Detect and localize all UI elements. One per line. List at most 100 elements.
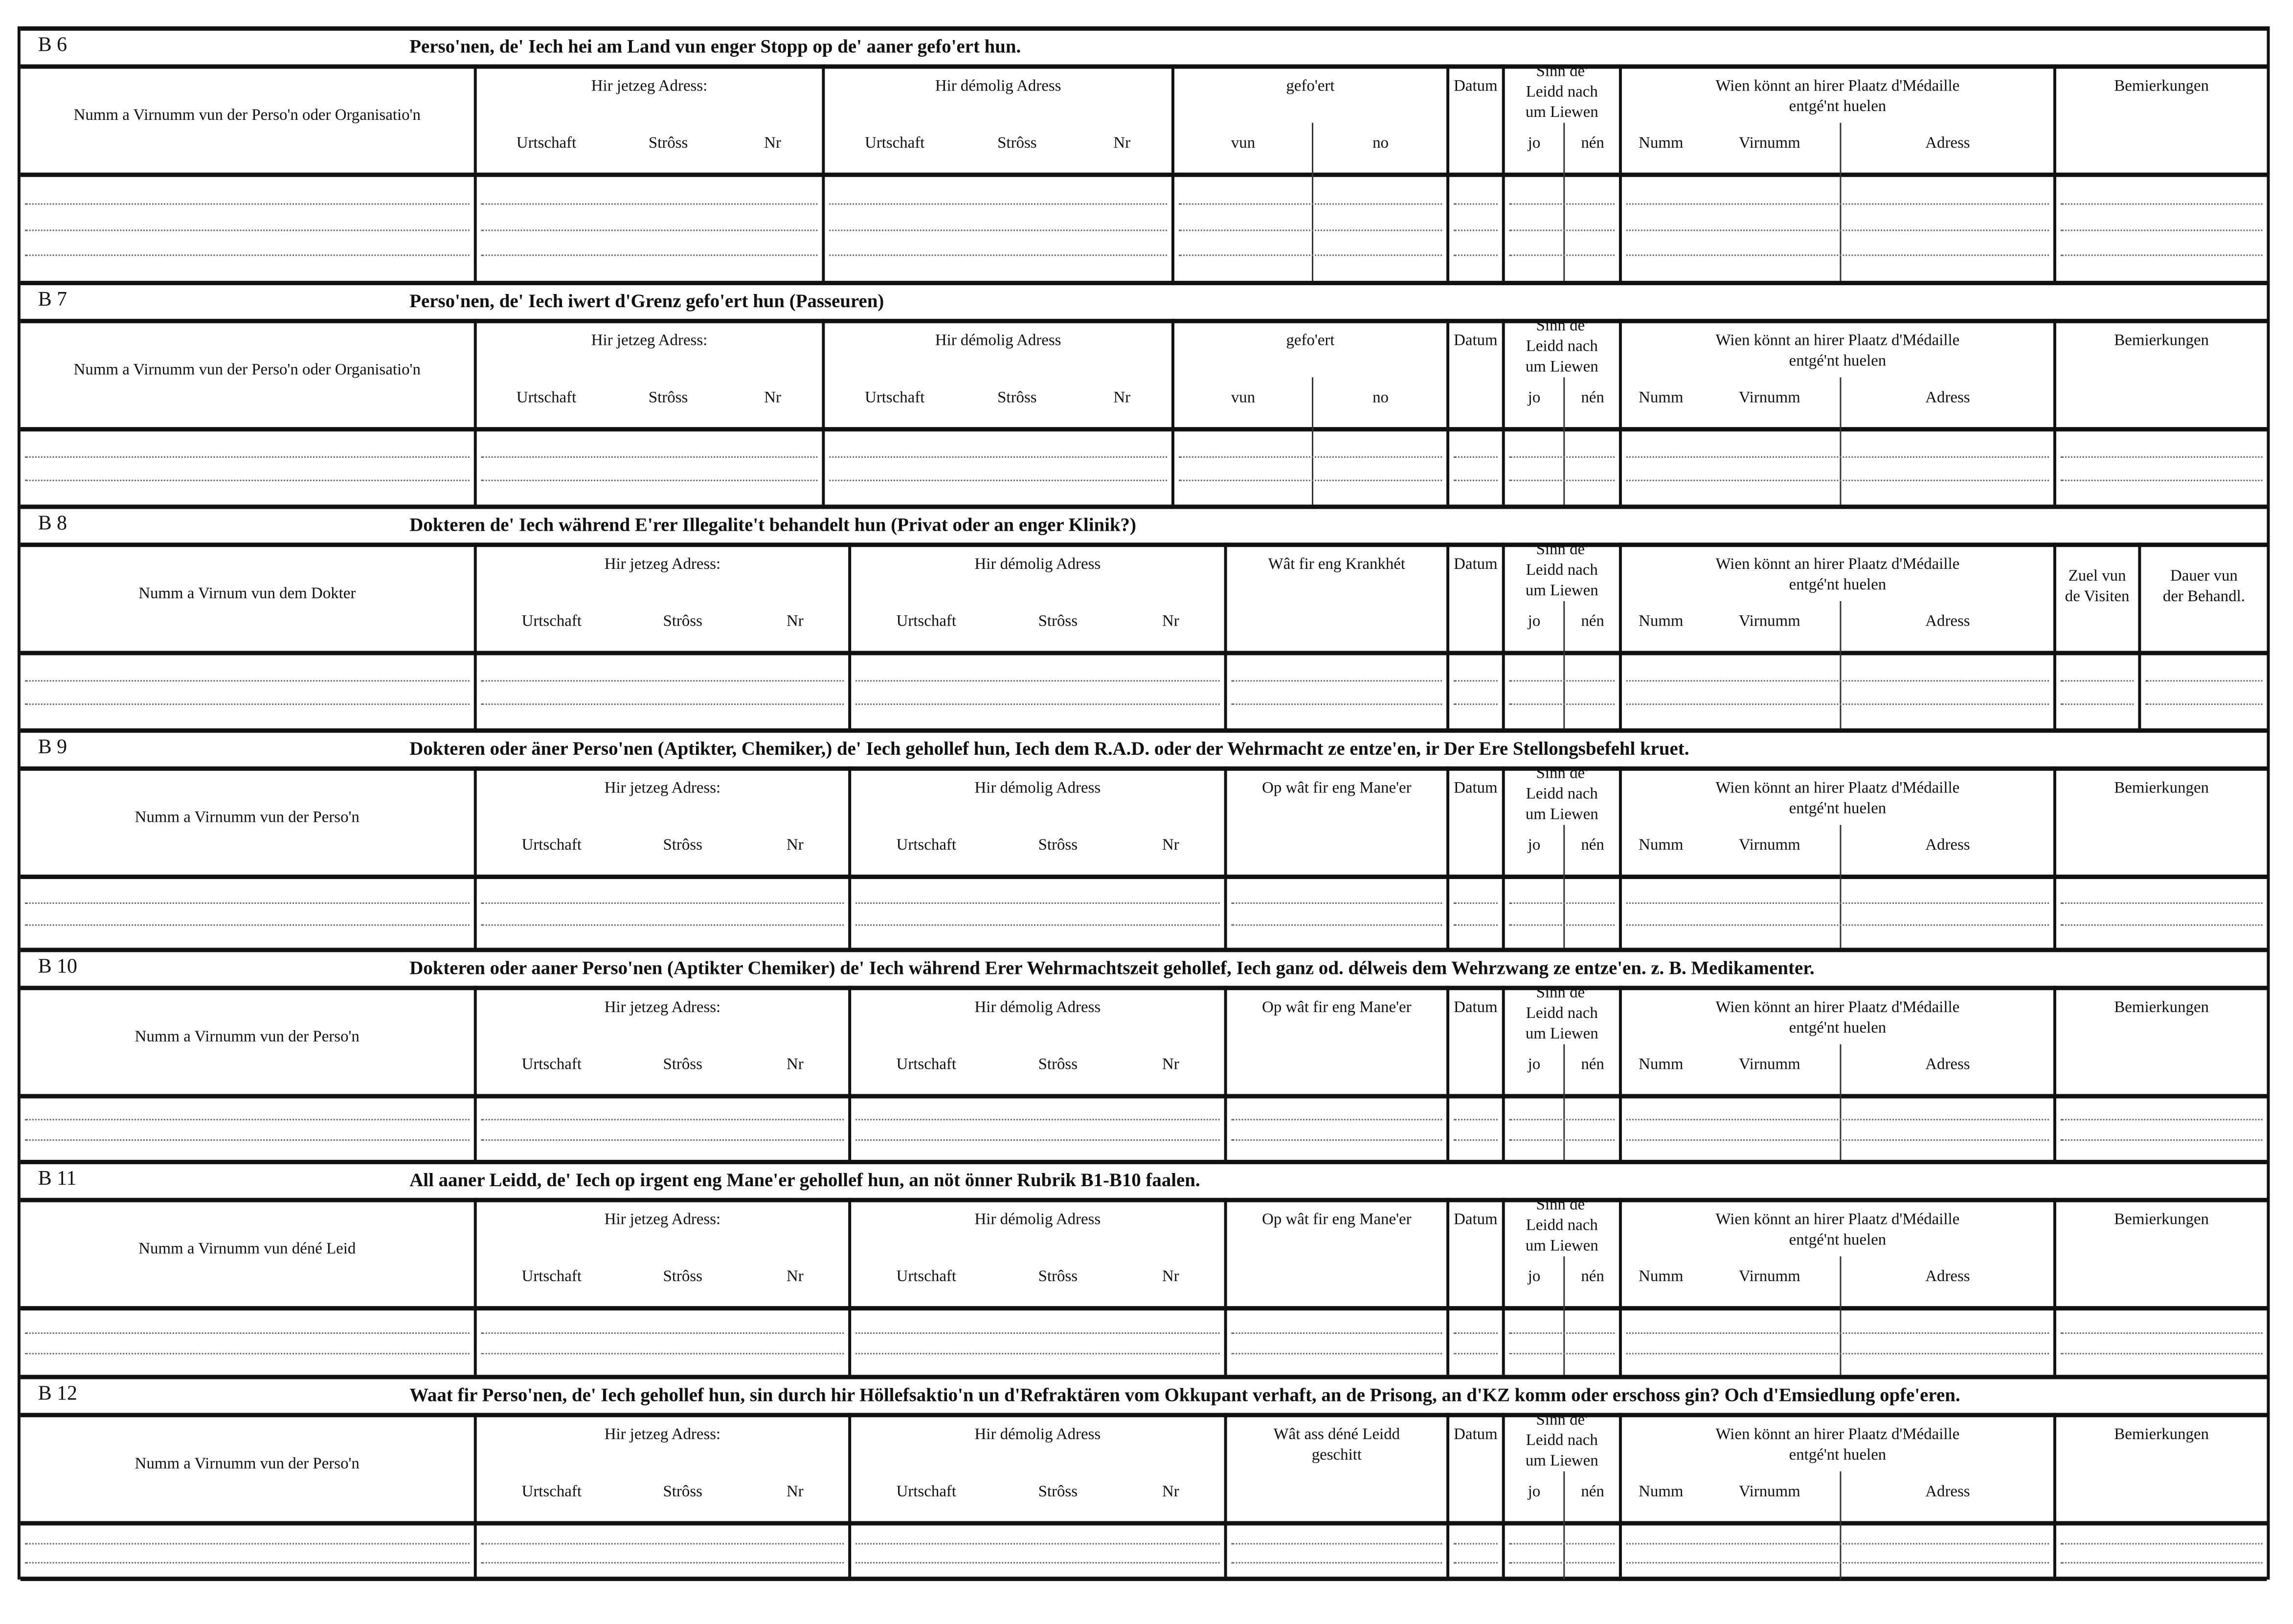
entry-line[interactable]	[1626, 679, 2049, 681]
entry-line[interactable]	[1231, 704, 1442, 706]
entry-line[interactable]	[24, 1331, 470, 1333]
entry-line[interactable]	[481, 1139, 844, 1141]
entry-line[interactable]	[855, 925, 1220, 926]
entry-line[interactable]	[2060, 1561, 2263, 1563]
entry-line[interactable]	[481, 203, 818, 204]
entry-line[interactable]	[1626, 455, 2049, 457]
entry-line[interactable]	[829, 255, 1168, 256]
entry-line[interactable]	[24, 228, 470, 230]
entry-line[interactable]	[1454, 228, 1498, 230]
entry-line[interactable]	[855, 1561, 1220, 1563]
entry-line[interactable]	[1509, 255, 1615, 256]
entry-line[interactable]	[1178, 203, 1442, 204]
entry-line[interactable]	[1509, 455, 1615, 457]
entry-line[interactable]	[1509, 1561, 1615, 1563]
entry-line[interactable]	[1231, 1139, 1442, 1141]
entry-line[interactable]	[855, 704, 1220, 706]
entry-line[interactable]	[1454, 704, 1498, 706]
entry-line[interactable]	[1231, 925, 1442, 926]
entry-line[interactable]	[1509, 925, 1615, 926]
entry-line[interactable]	[2060, 1353, 2263, 1355]
entry-line[interactable]	[24, 480, 470, 482]
entry-line[interactable]	[1231, 1119, 1442, 1121]
entry-line[interactable]	[1454, 1353, 1498, 1355]
entry-line[interactable]	[2060, 1139, 2263, 1141]
entry-line[interactable]	[1626, 1543, 2049, 1545]
entry-line[interactable]	[481, 480, 818, 482]
entry-line[interactable]	[1509, 203, 1615, 204]
entry-line[interactable]	[481, 925, 844, 926]
entry-line[interactable]	[1509, 480, 1615, 482]
entry-line[interactable]	[1509, 1543, 1615, 1545]
entry-line[interactable]	[2060, 255, 2263, 256]
entry-line[interactable]	[1454, 679, 1498, 681]
entry-line[interactable]	[2145, 704, 2263, 706]
entry-line[interactable]	[1454, 925, 1498, 926]
entry-line[interactable]	[24, 1353, 470, 1355]
entry-line[interactable]	[1509, 1139, 1615, 1141]
entry-line[interactable]	[1626, 228, 2049, 230]
entry-line[interactable]	[1626, 902, 2049, 903]
entry-line[interactable]	[829, 228, 1168, 230]
entry-line[interactable]	[1178, 480, 1442, 482]
entry-line[interactable]	[1178, 255, 1442, 256]
entry-line[interactable]	[1626, 1139, 2049, 1141]
entry-line[interactable]	[1509, 1353, 1615, 1355]
entry-line[interactable]	[24, 1561, 470, 1563]
entry-line[interactable]	[1626, 480, 2049, 482]
entry-line[interactable]	[24, 1119, 470, 1121]
entry-line[interactable]	[24, 925, 470, 926]
entry-line[interactable]	[829, 455, 1168, 457]
entry-line[interactable]	[481, 1561, 844, 1563]
entry-line[interactable]	[2060, 902, 2263, 903]
entry-line[interactable]	[1178, 228, 1442, 230]
entry-line[interactable]	[24, 255, 470, 256]
entry-line[interactable]	[829, 203, 1168, 204]
entry-line[interactable]	[855, 679, 1220, 681]
entry-line[interactable]	[1626, 1353, 2049, 1355]
entry-line[interactable]	[1454, 255, 1498, 256]
entry-line[interactable]	[1509, 228, 1615, 230]
entry-line[interactable]	[1509, 704, 1615, 706]
entry-line[interactable]	[1231, 1543, 1442, 1545]
entry-line[interactable]	[481, 704, 844, 706]
entry-line[interactable]	[1509, 1119, 1615, 1121]
entry-line[interactable]	[2060, 925, 2263, 926]
entry-line[interactable]	[1454, 1139, 1498, 1141]
entry-line[interactable]	[481, 255, 818, 256]
entry-line[interactable]	[2060, 203, 2263, 204]
entry-line[interactable]	[2060, 704, 2134, 706]
entry-line[interactable]	[1454, 455, 1498, 457]
entry-line[interactable]	[24, 1543, 470, 1545]
entry-line[interactable]	[855, 1353, 1220, 1355]
entry-line[interactable]	[2060, 455, 2263, 457]
entry-line[interactable]	[1509, 679, 1615, 681]
entry-line[interactable]	[1454, 1331, 1498, 1333]
entry-line[interactable]	[1231, 1331, 1442, 1333]
entry-line[interactable]	[855, 1119, 1220, 1121]
entry-line[interactable]	[1454, 902, 1498, 903]
entry-line[interactable]	[24, 902, 470, 903]
entry-line[interactable]	[1626, 1331, 2049, 1333]
entry-line[interactable]	[2060, 679, 2134, 681]
entry-line[interactable]	[2060, 480, 2263, 482]
entry-line[interactable]	[1454, 1543, 1498, 1545]
entry-line[interactable]	[2060, 1119, 2263, 1121]
entry-line[interactable]	[1231, 902, 1442, 903]
entry-line[interactable]	[2060, 1331, 2263, 1333]
entry-line[interactable]	[1509, 902, 1615, 903]
entry-line[interactable]	[1509, 1331, 1615, 1333]
entry-line[interactable]	[1626, 1561, 2049, 1563]
entry-line[interactable]	[1454, 1561, 1498, 1563]
entry-line[interactable]	[481, 1353, 844, 1355]
entry-line[interactable]	[855, 1139, 1220, 1141]
entry-line[interactable]	[481, 1331, 844, 1333]
entry-line[interactable]	[24, 455, 470, 457]
entry-line[interactable]	[1626, 255, 2049, 256]
entry-line[interactable]	[481, 679, 844, 681]
entry-line[interactable]	[2145, 679, 2263, 681]
entry-line[interactable]	[481, 455, 818, 457]
entry-line[interactable]	[2060, 228, 2263, 230]
entry-line[interactable]	[855, 1543, 1220, 1545]
entry-line[interactable]	[481, 228, 818, 230]
